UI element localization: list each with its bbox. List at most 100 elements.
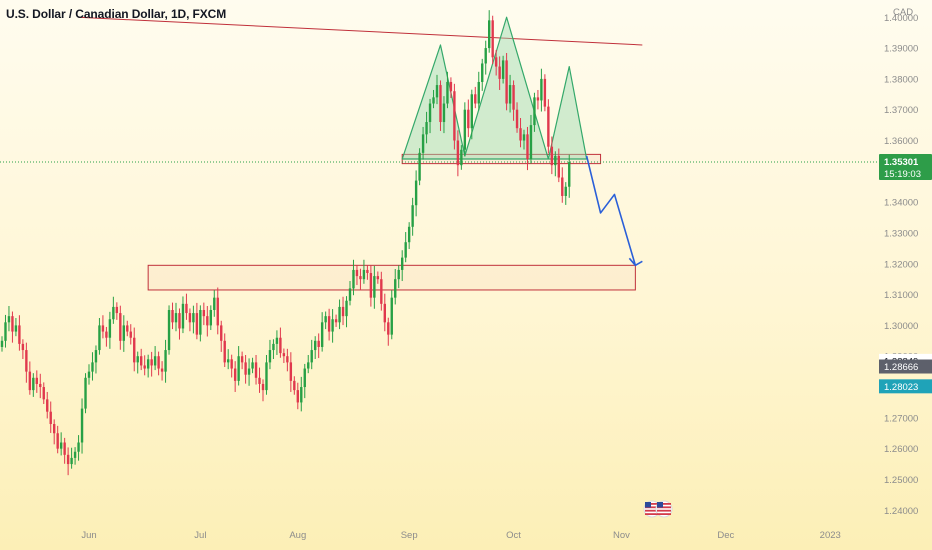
- time-axis: Jun Jul Aug Sep Oct Nov Dec 2023: [81, 530, 840, 541]
- us-flag-icon: [655, 500, 673, 518]
- projection-arrowhead: [628, 257, 643, 267]
- candle: [435, 74, 439, 105]
- candle: [526, 126, 529, 171]
- candle: [411, 197, 414, 236]
- candle-body: [18, 325, 21, 344]
- candle: [540, 68, 543, 112]
- candle: [105, 326, 108, 347]
- candle-body: [192, 313, 195, 323]
- candle-body: [233, 368, 237, 381]
- candle-body: [338, 306, 341, 323]
- candle: [101, 315, 105, 339]
- candle: [387, 317, 390, 346]
- candle: [14, 318, 18, 337]
- candle: [7, 305, 11, 332]
- candle-body: [463, 109, 467, 150]
- candle: [181, 296, 185, 334]
- candle: [265, 354, 268, 395]
- candle: [46, 391, 49, 419]
- candle: [369, 265, 373, 307]
- candle-body: [56, 433, 59, 449]
- candle: [143, 355, 146, 376]
- candle-body: [150, 359, 153, 366]
- candle: [425, 111, 428, 144]
- candle: [355, 265, 359, 286]
- candle: [446, 71, 449, 109]
- candle-body: [39, 383, 42, 388]
- candle: [286, 348, 289, 372]
- candle: [568, 154, 571, 198]
- candle: [268, 339, 272, 370]
- candle-body: [352, 269, 355, 289]
- candle-body: [195, 313, 199, 335]
- candle: [272, 339, 275, 359]
- y-tick-label: 1.39000: [884, 44, 918, 55]
- candle-body: [220, 325, 223, 341]
- candle: [230, 354, 233, 378]
- candle: [153, 346, 157, 371]
- candle-body: [275, 337, 279, 344]
- candle: [56, 425, 59, 454]
- candle: [533, 92, 536, 132]
- candle: [331, 309, 334, 343]
- candle-body: [362, 269, 366, 280]
- candle: [348, 281, 352, 306]
- candle-body: [178, 313, 181, 329]
- candle: [376, 271, 380, 284]
- candle-body: [494, 57, 498, 67]
- candle: [53, 419, 56, 445]
- candle-body: [0, 340, 4, 347]
- candle-body: [467, 109, 470, 129]
- candle: [341, 296, 345, 326]
- candle-body: [146, 359, 150, 369]
- y-tick-label: 1.33000: [884, 228, 918, 239]
- candle-body: [481, 63, 484, 82]
- candle: [300, 376, 303, 412]
- candle: [84, 373, 87, 414]
- candle-body: [359, 276, 362, 280]
- candle-body: [46, 399, 49, 412]
- candle-body: [331, 319, 334, 332]
- candle: [359, 268, 362, 291]
- candle-body: [390, 297, 393, 335]
- candle-body: [213, 297, 216, 310]
- x-tick-label: Jul: [194, 530, 206, 541]
- candle: [529, 114, 533, 164]
- candle: [442, 96, 446, 134]
- candle: [463, 102, 467, 157]
- candle: [223, 333, 226, 368]
- candle-body: [380, 279, 383, 304]
- price-tag-label: 1.28666: [884, 362, 918, 373]
- candle: [428, 98, 432, 134]
- candle: [561, 167, 564, 203]
- candle-body: [428, 103, 432, 123]
- candle: [345, 296, 348, 328]
- candle: [338, 299, 341, 330]
- price-tag-label: 1.28023: [884, 382, 918, 393]
- projection-layer: [585, 155, 643, 267]
- candle: [314, 336, 317, 359]
- candle: [160, 361, 164, 381]
- candle-body: [14, 325, 18, 332]
- candle: [254, 354, 258, 385]
- candle-body: [53, 424, 56, 434]
- candle: [362, 259, 366, 284]
- candle: [474, 86, 477, 109]
- current-price-tag: [879, 154, 932, 181]
- candle-body: [543, 78, 547, 107]
- candle-body: [206, 316, 209, 326]
- y-tick-label: 1.38000: [884, 74, 918, 85]
- candle: [136, 351, 139, 374]
- candle-body: [112, 306, 115, 320]
- y-tick-label: 1.40000: [884, 13, 918, 24]
- candle: [195, 302, 199, 340]
- candle-body: [59, 442, 63, 449]
- candle-body: [317, 340, 320, 347]
- flag-stripe: [657, 513, 671, 515]
- candle: [70, 447, 73, 469]
- candle-body: [488, 20, 491, 49]
- candle-body: [449, 81, 453, 92]
- candle: [98, 318, 101, 355]
